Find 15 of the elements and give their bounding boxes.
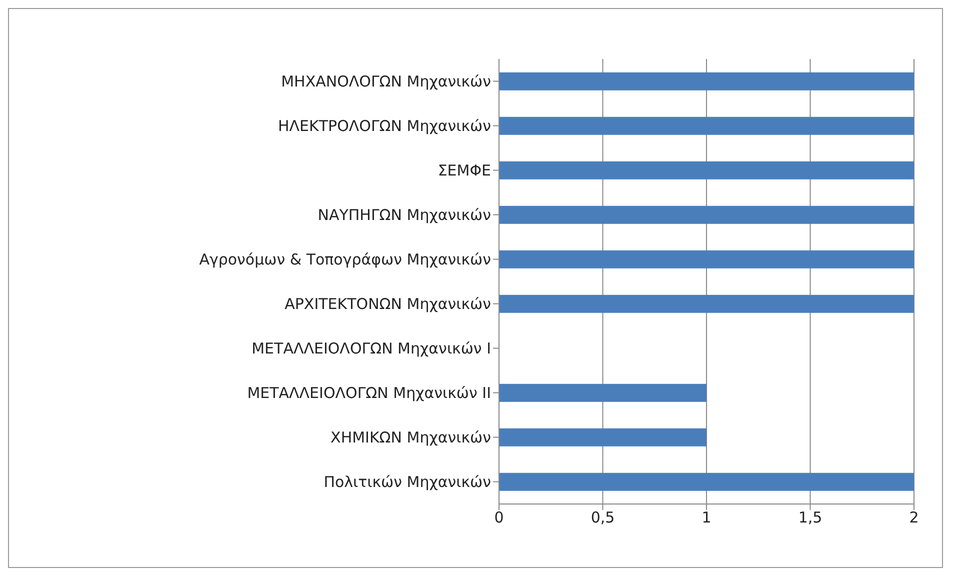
y-tick-label: ΗΛΕΚΤΡΟΛΟΓΩΝ Μηχανικών	[278, 117, 491, 136]
x-tick-label: 1	[702, 508, 712, 527]
y-tick-label: ΜΕΤΑΛΛΕΙΟΛΟΓΩΝ Μηχανικών Ι	[252, 340, 491, 358]
y-tick-label: ΝΑΥΠΗΓΩΝ Μηχανικών	[318, 206, 491, 224]
y-tick-label: ΧΗΜΙΚΩΝ Μηχανικών	[330, 428, 491, 447]
x-tick-label: 0	[494, 508, 504, 527]
y-tick-label: Πολιτικών Μηχανικών	[324, 473, 491, 492]
y-tick-label: ΣΕΜΦΕ	[438, 162, 491, 180]
y-tick-label: Αγρονόμων & Τοπογράφων Μηχανικών	[199, 250, 491, 269]
x-tick-label: 0,5	[590, 508, 615, 527]
x-tick-label: 1,5	[798, 508, 822, 527]
y-tick-label: ΑΡΧΙΤΕΚΤΟΝΩΝ Μηχανικών	[284, 295, 491, 314]
x-tick-label: 2	[909, 508, 919, 527]
y-tick-label: ΜΗΧΑΝΟΛΟΓΩΝ Μηχανικών	[281, 72, 491, 91]
y-tick-label: ΜΕΤΑΛΛΕΙΟΛΟΓΩΝ Μηχανικών ΙΙ	[247, 384, 491, 402]
